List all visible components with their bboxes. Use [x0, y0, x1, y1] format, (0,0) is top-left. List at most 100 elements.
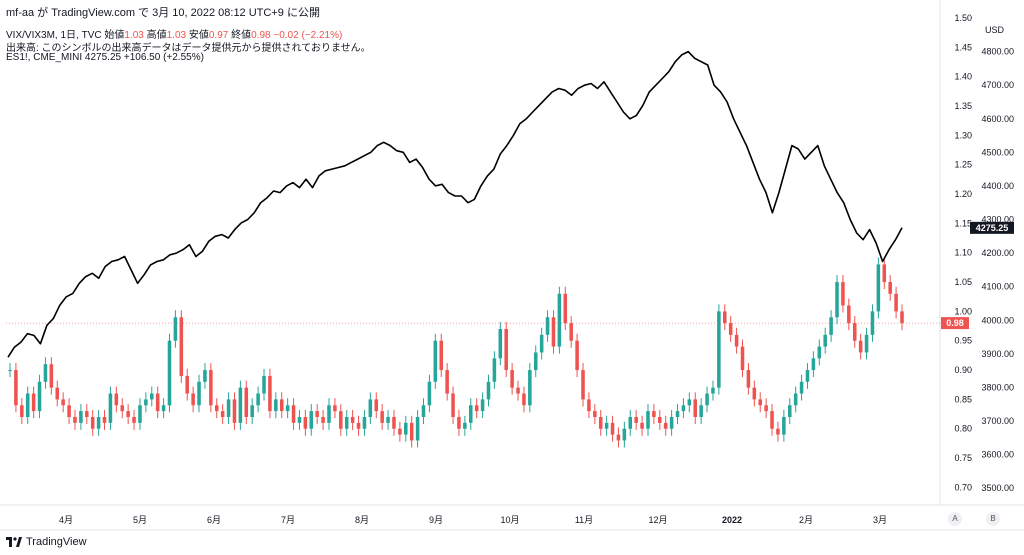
right-axis-tick: 4500.00 — [981, 147, 1014, 157]
left-axis-tick: 1.20 — [954, 189, 972, 199]
candle-body — [356, 422, 361, 429]
candle-body — [847, 305, 851, 324]
candle-body — [333, 405, 337, 412]
left-axis-tick: 1.30 — [954, 130, 972, 140]
legend-open-val: 1.03 — [124, 30, 144, 41]
candle-body — [764, 405, 768, 412]
left-axis-tick: 0.95 — [954, 336, 972, 346]
legend-volume-note: 出来高: このシンボルの出来高データはデータ提供元から提供されておりません。 — [6, 39, 371, 54]
footer-brand[interactable]: TradingView — [6, 536, 87, 548]
candle-body — [711, 387, 715, 394]
left-axis-tick: 1.05 — [954, 277, 972, 287]
candle-body — [250, 405, 254, 417]
candle-body — [681, 405, 686, 412]
vix-last-badge — [941, 317, 969, 330]
x-axis-label: 10月 — [500, 515, 519, 525]
candle-body — [102, 416, 107, 423]
candle-body — [303, 416, 308, 429]
right-axis-tick: 4700.00 — [981, 80, 1014, 90]
candle-body — [551, 317, 556, 347]
x-axis-label: 5月 — [133, 515, 147, 525]
candle-body — [279, 399, 284, 412]
candle-body — [244, 387, 249, 417]
legend-es-title: ES1!, CME_MINI — [6, 52, 83, 63]
candle-body — [439, 340, 444, 371]
candle-body — [167, 340, 172, 406]
candle-body — [516, 387, 520, 394]
candle-body — [37, 381, 42, 412]
candle-body — [486, 381, 491, 400]
candle-body — [799, 381, 804, 394]
candle-body — [268, 375, 272, 412]
candle-body — [746, 370, 751, 388]
candle-body — [634, 416, 638, 423]
candle-body — [864, 334, 869, 353]
candle-body — [114, 393, 119, 406]
candle-body — [498, 328, 503, 359]
candle-body — [197, 381, 201, 406]
candle-body — [209, 370, 213, 406]
candle-body — [533, 352, 538, 371]
vix-last-badge-text: 0.98 — [946, 318, 964, 328]
candle-body — [161, 405, 166, 412]
b-scale-button[interactable]: B — [986, 512, 1000, 526]
candle-body — [758, 399, 762, 406]
legend-low-label: 安値 — [188, 30, 209, 41]
x-axis-label: 11月 — [575, 515, 593, 525]
left-axis-tick: 1.40 — [954, 72, 972, 82]
legend-low-val: 0.97 — [208, 30, 229, 41]
candle-body — [427, 381, 432, 406]
left-axis-tick: 1.15 — [954, 218, 972, 228]
candle-body — [510, 370, 514, 388]
right-axis-tick: 3800.00 — [981, 382, 1014, 392]
candle-body — [474, 405, 479, 412]
candle-body — [663, 422, 668, 429]
candle-body — [616, 434, 621, 441]
candle-body — [433, 340, 438, 382]
candle-body — [350, 416, 355, 423]
candle-body — [362, 416, 367, 429]
currency-label: USD — [985, 25, 1005, 35]
candle-body — [404, 422, 408, 435]
candle-body — [321, 416, 325, 423]
candle-body — [728, 323, 733, 335]
candle-body — [852, 323, 857, 341]
left-axis-tick: 0.70 — [954, 482, 972, 492]
candle-body — [398, 428, 402, 435]
candle-body — [67, 405, 71, 417]
candle-body — [31, 393, 36, 412]
left-axis-tick: 1.35 — [954, 101, 972, 111]
candle-body — [150, 393, 154, 400]
candle-body — [693, 399, 698, 417]
x-axis-label: 2月 — [799, 515, 813, 525]
legend-vix-title: VIX/VIX3M, 1日, TVC — [6, 30, 102, 41]
candle-body — [457, 416, 461, 429]
candle-body — [823, 334, 827, 347]
candle-body — [882, 264, 887, 283]
candle-body — [658, 416, 662, 423]
x-axis-label: 9月 — [429, 515, 443, 525]
auto-scale-button[interactable]: A — [948, 512, 962, 526]
left-axis-tick: 1.00 — [954, 306, 972, 316]
right-axis-tick: 3900.00 — [981, 349, 1014, 359]
candle-body — [575, 340, 579, 371]
x-axis-label: 3月 — [873, 515, 887, 525]
legend-high-label: 高値 — [146, 30, 167, 41]
candle-body — [55, 387, 60, 400]
candle-body — [587, 399, 591, 412]
tradingview-logo-icon — [6, 537, 22, 547]
candle-body — [90, 416, 95, 429]
legend-es: ES1!, CME_MINI 4275.25 +106.50 (+2.55%) — [6, 52, 204, 63]
candle-body — [705, 393, 709, 406]
candle-body — [155, 393, 160, 412]
candle-body — [640, 422, 644, 429]
legend-high-val: 1.03 — [166, 30, 187, 41]
candle-body — [675, 411, 680, 417]
candle-body — [782, 416, 786, 435]
candle-body — [203, 370, 207, 382]
legend-close-label: 終値 — [231, 30, 252, 41]
candle-body — [409, 422, 414, 441]
candle-body — [593, 411, 597, 417]
